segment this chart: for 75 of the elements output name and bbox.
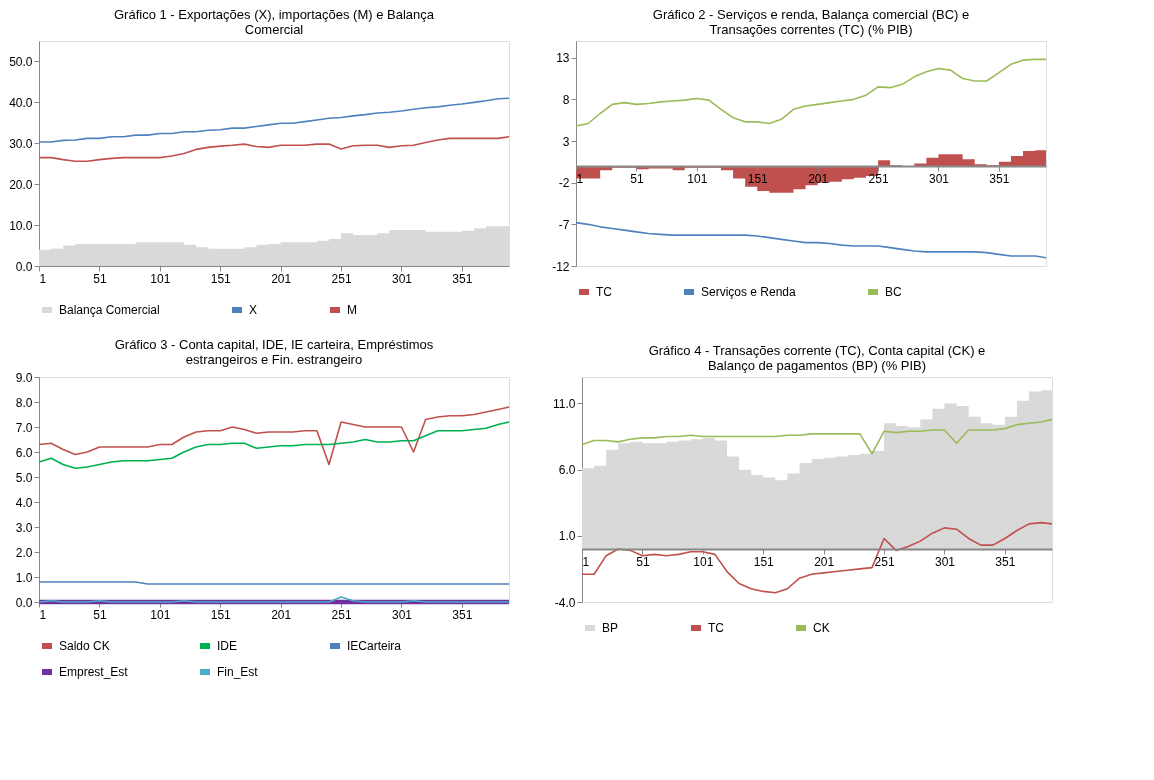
x-tick-label: 201 [808,171,829,186]
x-tick-label: 151 [753,554,775,569]
x-tick-label: 1 [582,554,590,569]
legend-label: IDE [217,639,238,653]
y-tick-label: 5.0 [15,470,33,485]
chart-title: Gráfico 4 - Transações corrente (TC), Conta capital (CK) e Balanço de pagamentos (BP) (% PIB) [648,343,986,373]
x-tick-label: 351 [452,271,473,286]
x-tick-label: 151 [210,271,232,286]
x-tick-label: 351 [452,607,473,622]
x-tick-label: 251 [331,607,352,622]
y-tick-label: 4.0 [15,495,33,510]
y-tick-label: -2 [558,176,570,191]
legend-label: Saldo CK [59,639,110,653]
legend-label: CK [813,621,830,635]
legend-label: BC [885,285,902,299]
legend-label: Fin_Est [217,665,259,679]
legend-label: Serviços e Renda [701,285,797,299]
legend-label: BP [602,621,619,635]
y-tick-label: 8 [562,92,570,107]
x-tick-label: 101 [150,271,171,286]
y-tick-label: 13 [556,51,570,66]
y-tick-label: 0.0 [15,259,33,274]
x-tick-label: 151 [210,607,232,622]
legend-label: X [249,303,258,317]
legend-label: Emprest_Est [59,665,129,679]
x-tick-label: 1 [39,607,47,622]
x-tick-label: 301 [391,607,413,622]
x-tick-label: 151 [747,171,769,186]
y-tick-label: 50.0 [9,54,33,69]
y-tick-label: 30.0 [9,136,33,151]
x-tick-label: 51 [636,554,650,569]
y-tick-label: 10.0 [9,218,33,233]
legend-label: M [347,303,357,317]
y-tick-label: 2.0 [15,545,33,560]
y-tick-label: 1.0 [15,570,33,585]
x-tick-label: 201 [814,554,835,569]
x-tick-label: 1 [39,271,47,286]
y-tick-label: 3.0 [15,520,33,535]
legend-label: Balança Comercial [59,303,160,317]
y-tick-label: 11.0 [553,396,576,411]
x-tick-label: 101 [693,554,714,569]
x-tick-label: 51 [630,171,644,186]
x-tick-label: 301 [391,271,413,286]
y-tick-label: 0.0 [15,595,33,610]
y-tick-label: 3 [562,134,570,149]
x-tick-label: 351 [995,554,1016,569]
x-tick-label: 251 [868,171,889,186]
y-tick-label: 6.0 [558,463,576,478]
y-tick-label: -7 [558,217,570,232]
x-tick-label: 101 [687,171,708,186]
y-tick-label: 8.0 [15,395,33,410]
y-tick-label: 7.0 [15,420,33,435]
x-tick-label: 251 [331,271,352,286]
chart-title: Gráfico 1 - Exportações (X), importações (M) e Balança Comercial [113,7,435,37]
x-tick-label: 201 [271,607,292,622]
y-tick-label: -4.0 [554,595,576,610]
x-tick-label: 251 [874,554,895,569]
legend-label: TC [596,285,613,299]
y-tick-label: 20.0 [9,177,33,192]
y-tick-label: 40.0 [9,95,33,110]
x-tick-label: 101 [150,607,171,622]
y-tick-label: 1.0 [558,529,576,544]
x-tick-label: 301 [934,554,956,569]
x-tick-label: 351 [989,171,1010,186]
y-tick-label: 6.0 [15,445,33,460]
x-tick-label: 201 [271,271,292,286]
y-tick-label: 9.0 [15,370,33,385]
legend-label: TC [708,621,725,635]
y-tick-label: -12 [552,259,570,274]
x-tick-label: 51 [93,271,107,286]
chart-title: Gráfico 2 - Serviços e renda, Balança comercial (BC) e Transações correntes (TC) (% PIB) [652,7,970,37]
x-tick-label: 301 [928,171,950,186]
chart-title: Gráfico 3 - Conta capital, IDE, IE carteira, Empréstimos estrangeiros e Fin. estrangeiro [114,337,434,367]
legend-label: IECarteira [347,639,402,653]
x-tick-label: 51 [93,607,107,622]
